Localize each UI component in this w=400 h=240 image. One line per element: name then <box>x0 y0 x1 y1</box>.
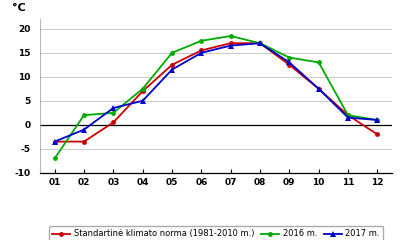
2016 m. <box>111 111 116 114</box>
Line: Standartinė klimato norma (1981-2010 m.): Standartinė klimato norma (1981-2010 m.) <box>52 41 380 144</box>
Legend: Standartinė klimato norma (1981-2010 m.), 2016 m., 2017 m.: Standartinė klimato norma (1981-2010 m.)… <box>49 226 383 240</box>
2017 m. <box>140 99 145 102</box>
2016 m. <box>258 42 262 45</box>
Text: °C: °C <box>12 3 26 13</box>
Line: 2017 m.: 2017 m. <box>52 40 380 144</box>
2017 m. <box>170 68 174 71</box>
Standartinė klimato norma (1981-2010 m.) <box>170 63 174 66</box>
2016 m. <box>170 51 174 54</box>
2017 m. <box>316 87 321 90</box>
2017 m. <box>346 116 350 119</box>
2016 m. <box>52 157 57 160</box>
Standartinė klimato norma (1981-2010 m.) <box>52 140 57 143</box>
2017 m. <box>258 42 262 45</box>
2017 m. <box>287 61 292 64</box>
2017 m. <box>199 51 204 54</box>
2017 m. <box>111 107 116 109</box>
Standartinė klimato norma (1981-2010 m.) <box>140 90 145 93</box>
Standartinė klimato norma (1981-2010 m.) <box>346 114 350 117</box>
Standartinė klimato norma (1981-2010 m.) <box>82 140 86 143</box>
2017 m. <box>52 140 57 143</box>
Standartinė klimato norma (1981-2010 m.) <box>287 63 292 66</box>
2016 m. <box>346 114 350 117</box>
2017 m. <box>375 119 380 121</box>
Standartinė klimato norma (1981-2010 m.) <box>111 121 116 124</box>
Standartinė klimato norma (1981-2010 m.) <box>199 49 204 52</box>
Standartinė klimato norma (1981-2010 m.) <box>316 87 321 90</box>
2016 m. <box>287 56 292 59</box>
2016 m. <box>375 119 380 121</box>
2016 m. <box>316 61 321 64</box>
2016 m. <box>199 39 204 42</box>
2016 m. <box>140 87 145 90</box>
Standartinė klimato norma (1981-2010 m.) <box>375 133 380 136</box>
2017 m. <box>82 128 86 131</box>
Line: 2016 m.: 2016 m. <box>52 34 380 161</box>
2016 m. <box>82 114 86 117</box>
Standartinė klimato norma (1981-2010 m.) <box>258 42 262 45</box>
2017 m. <box>228 44 233 47</box>
Standartinė klimato norma (1981-2010 m.) <box>228 42 233 45</box>
2016 m. <box>228 35 233 37</box>
